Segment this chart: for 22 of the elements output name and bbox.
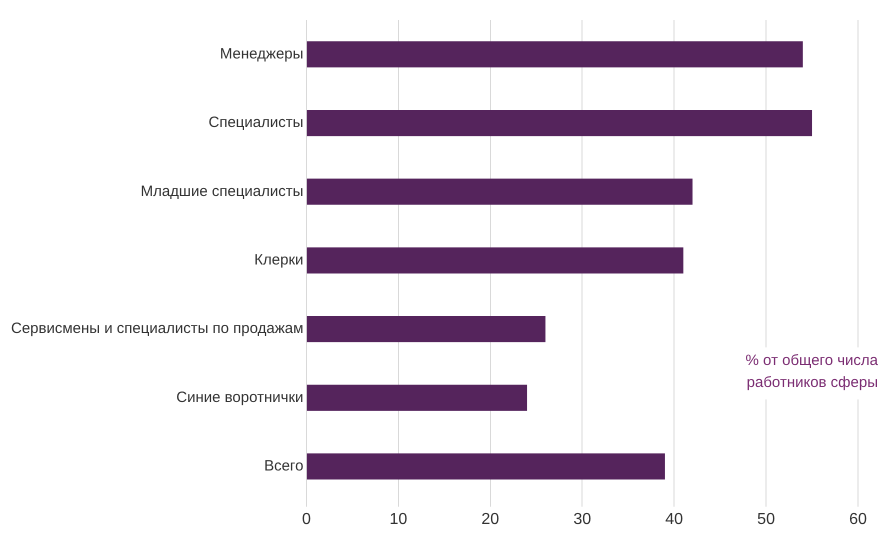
y-tick-label: Специалисты (208, 114, 304, 132)
annotation: % от общего числа работников сферы (746, 352, 879, 392)
bar (306, 178, 693, 205)
y-tick-label: Синие воротнички (176, 388, 304, 406)
x-tick-label: 60 (849, 510, 867, 528)
y-tick-label: Клерки (254, 252, 304, 269)
bar (306, 247, 684, 274)
y-tick-label: Младшие специалисты (140, 182, 304, 200)
y-tick-label: Всего (264, 458, 304, 475)
x-tick-label: 0 (302, 510, 311, 528)
x-tick-label: 20 (481, 510, 500, 528)
bar (306, 384, 528, 411)
x-tick-label: 40 (665, 510, 684, 528)
bar (306, 110, 812, 136)
x-tick-label: 30 (573, 510, 592, 528)
bar (306, 41, 803, 68)
y-tick-label: Менеджеры (220, 45, 304, 62)
x-tick-label: 50 (757, 510, 776, 528)
y-tick-label: Сервисмены и специалисты по продажам (11, 320, 304, 338)
bar (306, 316, 546, 342)
bar (306, 453, 665, 480)
x-tick-label: 10 (389, 510, 408, 528)
